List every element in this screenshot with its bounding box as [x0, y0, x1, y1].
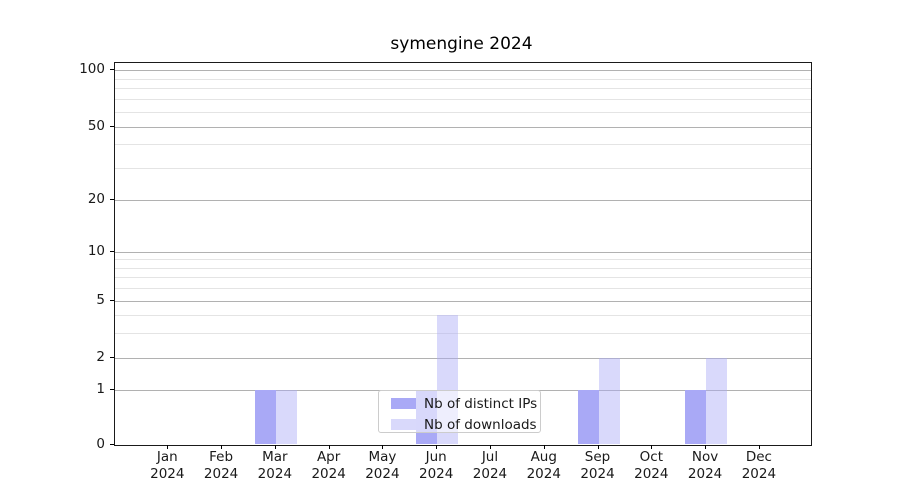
legend-swatch-distinct-ips	[391, 398, 416, 409]
y-tick-label-20: 20	[87, 191, 105, 207]
chart-title: symengine 2024	[390, 34, 533, 54]
gridline-minor-40	[114, 144, 811, 146]
gridline-major-20	[114, 200, 811, 201]
x-tick-month-Aug: Aug	[530, 449, 557, 465]
x-tick-month-Mar: Mar	[262, 449, 288, 465]
plot-area	[113, 62, 812, 446]
x-tick-label-Sep: Sep 2024	[568, 449, 628, 483]
bar-distinct-ips-Mar	[254, 390, 276, 445]
x-tick-label-Oct: Oct 2024	[621, 449, 681, 483]
y-tick-label-5: 5	[96, 292, 105, 308]
y-tick-20	[109, 199, 114, 200]
gridline-minor-6	[114, 288, 811, 290]
x-tick-label-Feb: Feb 2024	[191, 449, 251, 483]
x-tick-month-Sep: Sep	[584, 449, 611, 465]
y-tick-50	[109, 125, 114, 127]
legend-entry-distinct-ips: Nb of distinct IPs	[391, 395, 540, 412]
gridline-minor-30	[114, 167, 811, 169]
y-tick-5	[109, 300, 114, 301]
x-tick-Jan	[167, 444, 169, 449]
x-tick-year-Jul: 2024	[472, 466, 508, 482]
bar-downloads-Mar	[275, 390, 297, 445]
y-tick-0	[109, 443, 114, 445]
gridline-minor-70	[114, 99, 811, 101]
x-tick-year-Jun: 2024	[419, 466, 454, 482]
x-tick-year-Nov: 2024	[687, 466, 723, 482]
x-tick-month-Feb: Feb	[209, 449, 234, 465]
x-tick-May	[382, 444, 384, 449]
bar-downloads-Sep	[598, 357, 620, 445]
y-tick-2	[109, 356, 114, 358]
x-tick-label-Jun: Jun 2024	[406, 449, 466, 483]
x-tick-label-Nov: Nov 2024	[675, 449, 735, 483]
y-tick-1	[109, 389, 114, 391]
x-tick-month-Dec: Dec	[745, 449, 772, 465]
gridline-major-2	[114, 357, 811, 359]
bar-downloads-Nov	[706, 357, 728, 445]
x-tick-year-Feb: 2024	[203, 466, 239, 482]
gridline-minor-7	[114, 277, 811, 279]
gridline-minor-4	[114, 314, 811, 316]
gridline-major-5	[114, 301, 811, 302]
x-tick-month-Jun: Jun	[425, 449, 447, 465]
gridline-minor-60	[114, 111, 811, 113]
x-tick-Nov	[705, 444, 707, 449]
x-tick-Aug	[543, 444, 545, 449]
x-tick-month-Apr: Apr	[316, 449, 341, 465]
x-tick-label-Jul: Jul 2024	[460, 449, 520, 483]
y-tick-100	[109, 69, 114, 70]
gridline-major-10	[114, 251, 811, 253]
x-tick-label-Apr: Apr 2024	[299, 449, 359, 483]
x-tick-Oct	[651, 444, 653, 449]
legend-entry-downloads: Nb of downloads	[391, 416, 540, 433]
x-tick-year-Sep: 2024	[580, 466, 615, 482]
x-tick-label-May: May 2024	[352, 449, 412, 483]
y-tick-label-10: 10	[87, 242, 105, 259]
gridline-minor-8	[114, 267, 811, 269]
x-tick-month-Jan: Jan	[156, 449, 178, 465]
x-tick-year-Apr: 2024	[311, 466, 346, 482]
x-tick-Apr	[328, 444, 330, 449]
x-tick-month-Oct: Oct	[639, 449, 663, 465]
legend: Nb of distinct IPs Nb of downloads	[378, 390, 541, 433]
legend-label-downloads: Nb of downloads	[424, 416, 537, 433]
x-tick-year-Dec: 2024	[741, 466, 777, 482]
x-tick-Feb	[221, 444, 223, 449]
x-tick-label-Dec: Dec 2024	[729, 449, 789, 483]
x-tick-year-Aug: 2024	[526, 466, 561, 482]
gridline-minor-9	[114, 259, 811, 261]
y-tick-label-100: 100	[79, 61, 105, 77]
x-tick-label-Jan: Jan 2024	[137, 449, 197, 483]
gridline-major-100	[114, 70, 811, 71]
y-tick-label-1: 1	[96, 381, 105, 398]
x-tick-Jun	[436, 444, 438, 449]
x-tick-year-Jan: 2024	[150, 466, 185, 482]
y-tick-label-2: 2	[96, 348, 105, 365]
gridline-minor-80	[114, 88, 811, 90]
legend-label-distinct-ips: Nb of distinct IPs	[424, 395, 538, 412]
bar-distinct-ips-Nov	[685, 390, 707, 445]
x-tick-year-May: 2024	[365, 466, 400, 482]
gridline-major-50	[114, 126, 811, 128]
x-tick-year-Oct: 2024	[634, 466, 669, 482]
x-tick-Mar	[274, 444, 276, 449]
x-tick-label-Aug: Aug 2024	[514, 449, 574, 483]
x-tick-Sep	[597, 444, 599, 449]
gridline-minor-3	[114, 332, 811, 334]
x-tick-label-Mar: Mar 2024	[245, 449, 305, 483]
x-tick-month-May: May	[368, 449, 397, 465]
y-tick-10	[109, 250, 114, 252]
x-tick-Dec	[758, 444, 760, 449]
x-tick-month-Nov: Nov	[691, 449, 719, 465]
x-tick-year-Mar: 2024	[257, 466, 293, 482]
x-tick-Jul	[489, 444, 491, 449]
x-tick-month-Jul: Jul	[481, 449, 499, 465]
bar-distinct-ips-Sep	[577, 390, 599, 445]
gridline-minor-90	[114, 78, 811, 80]
legend-swatch-downloads	[391, 419, 416, 430]
y-tick-label-0: 0	[96, 435, 105, 452]
y-tick-label-50: 50	[87, 117, 105, 134]
